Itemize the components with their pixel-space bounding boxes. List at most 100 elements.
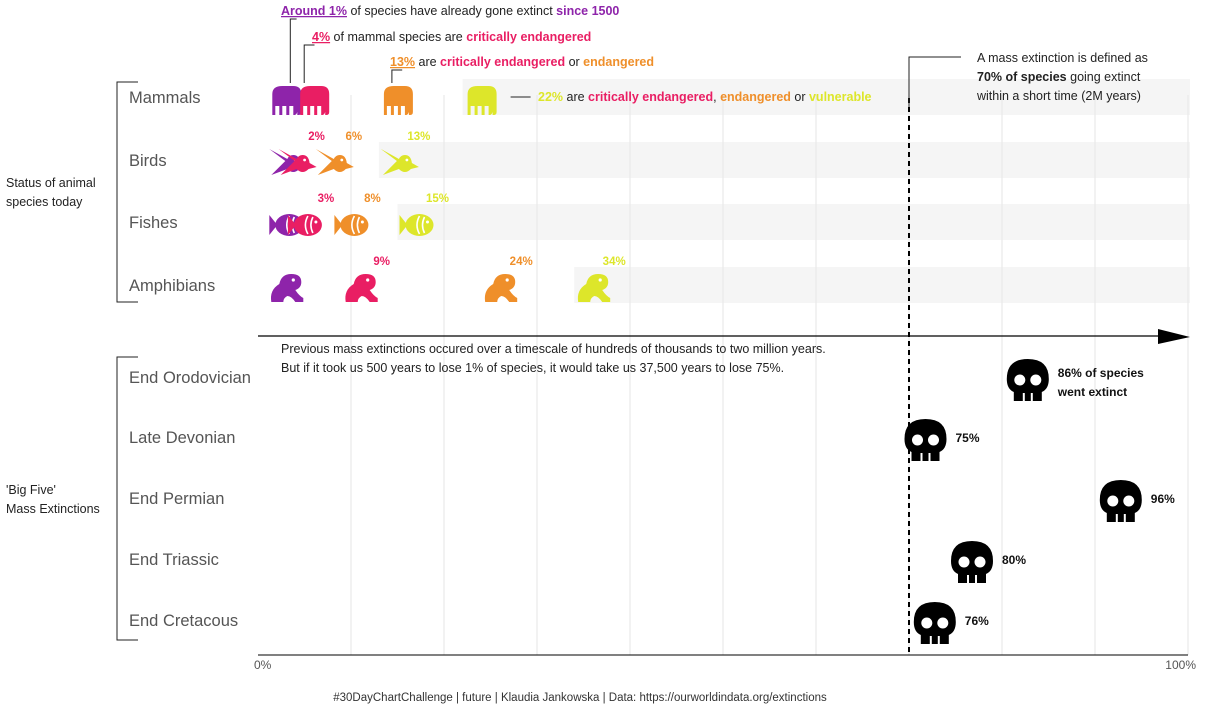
leader-line [303, 44, 315, 83]
annotation-mammals-vu-part: endangered [720, 90, 791, 104]
category-label: End Triassic [129, 551, 219, 569]
annotation-mammals-vu-part: or [791, 90, 809, 104]
fish-eye-icon [360, 220, 364, 224]
data-mark [577, 274, 611, 302]
data-mark [334, 214, 369, 236]
data-mark [272, 86, 302, 115]
annotation-mammals-cr: 4% of mammal species are critically enda… [312, 30, 591, 44]
data-mark [380, 149, 419, 175]
annotation-mammals-en: 13% are critically endangered or endange… [390, 55, 654, 69]
definition-text: within a short time (2M years) [976, 89, 1141, 103]
skull-icon [1099, 480, 1142, 522]
data-mark [300, 86, 330, 115]
skull-tooth-icon [967, 575, 969, 583]
data-mark [484, 274, 518, 302]
skull-tooth-icon [1123, 514, 1126, 522]
category-label: Amphibians [129, 277, 215, 295]
bird-icon [315, 149, 354, 175]
skull-tooth-icon [1115, 514, 1118, 522]
data-mark [287, 214, 322, 236]
bird-eye-icon [303, 158, 306, 162]
elephant-icon [272, 86, 302, 115]
data-mark [904, 419, 947, 461]
data-label: 3% [318, 193, 335, 205]
data-mark [467, 86, 497, 115]
fish-icon [293, 214, 322, 236]
frog-eye-icon [505, 278, 509, 282]
leader-line [289, 18, 297, 83]
skull-icon [1006, 359, 1049, 401]
skull-icon [904, 419, 947, 461]
frog-icon [345, 274, 378, 302]
row-band [378, 142, 1190, 178]
skull-tooth-icon [975, 575, 977, 583]
data-label: 13% [407, 131, 430, 143]
data-label: 9% [373, 256, 390, 268]
category-label: Fishes [129, 214, 178, 232]
data-label: 8% [364, 193, 381, 205]
category-label: End Permian [129, 490, 224, 508]
skull-eye-icon [928, 434, 939, 446]
skull-eye-icon [1107, 495, 1119, 507]
row-band [462, 79, 1191, 115]
elephant-icon [383, 86, 413, 115]
fish-tail-icon [399, 215, 408, 235]
frog-eye-icon [366, 278, 370, 282]
annotation-mammals-cr-part: of mammal species are [330, 30, 466, 44]
annotation-mammals-vu-part: critically endangered [588, 90, 713, 104]
elephant-icon [467, 86, 497, 115]
annotation-mammals-vu-part: 22% [538, 90, 563, 104]
annotation-extinct: Around 1% of species have already gone e… [281, 4, 619, 18]
bracket-bottom [116, 356, 138, 641]
skull-tooth-icon [1030, 393, 1033, 401]
data-mark [270, 274, 304, 302]
category-label: End Cretacous [129, 612, 238, 630]
elephant-icon [300, 86, 330, 115]
bird-icon [380, 149, 419, 175]
row-band [397, 204, 1190, 240]
skull-eye-icon [1014, 374, 1026, 386]
skull-tooth-icon [929, 636, 932, 644]
category-label: Birds [129, 152, 167, 170]
timescale-note: But if it took us 500 years to lose 1% o… [281, 361, 784, 375]
fish-eye-icon [314, 220, 318, 224]
x-tick-max: 100% [1165, 658, 1196, 672]
arrow-head-icon [1158, 329, 1190, 344]
frog-eye-icon [291, 278, 295, 282]
frog-icon [484, 274, 518, 302]
data-label: 6% [345, 131, 362, 143]
data-label: 76% [965, 614, 989, 628]
skull-tooth-icon [937, 636, 940, 644]
skull-eye-icon [958, 556, 970, 568]
skull-eye-icon [1030, 374, 1042, 386]
fish-stripes-icon [416, 215, 426, 235]
data-label: 15% [426, 193, 449, 205]
category-label: End Orodovician [129, 369, 251, 387]
definition-text-part: going extinct [1067, 70, 1141, 84]
fish-tail-icon [269, 215, 278, 235]
data-mark [383, 86, 413, 115]
data-label: 24% [510, 256, 533, 268]
annotation-mammals-vu-part: vulnerable [809, 90, 872, 104]
annotation-mammals-en-part: 13% [390, 55, 415, 69]
bird-eye-icon [405, 158, 409, 162]
data-mark [399, 214, 434, 236]
x-tick-min: 0% [254, 658, 272, 672]
fish-tail-icon [287, 215, 296, 235]
annotation-mammals-en-part: endangered [583, 55, 654, 69]
annotation-mammals-vu-part: , [713, 90, 720, 104]
group-label-top: Status of animal species today [6, 176, 96, 209]
bracket-top [116, 81, 138, 303]
skull-eye-icon [974, 556, 986, 568]
category-label: Late Devonian [129, 429, 235, 447]
definition-text: 70% of species going extinct [977, 70, 1141, 84]
data-mark [951, 541, 993, 583]
data-label: 2% [308, 131, 325, 143]
skull-tooth-icon [928, 453, 931, 461]
fish-icon [405, 214, 434, 236]
data-label: 75% [956, 431, 980, 445]
annotation-extinct-part: since 1500 [556, 4, 619, 18]
fish-icon [340, 214, 369, 236]
skull-eye-icon [1123, 495, 1135, 507]
